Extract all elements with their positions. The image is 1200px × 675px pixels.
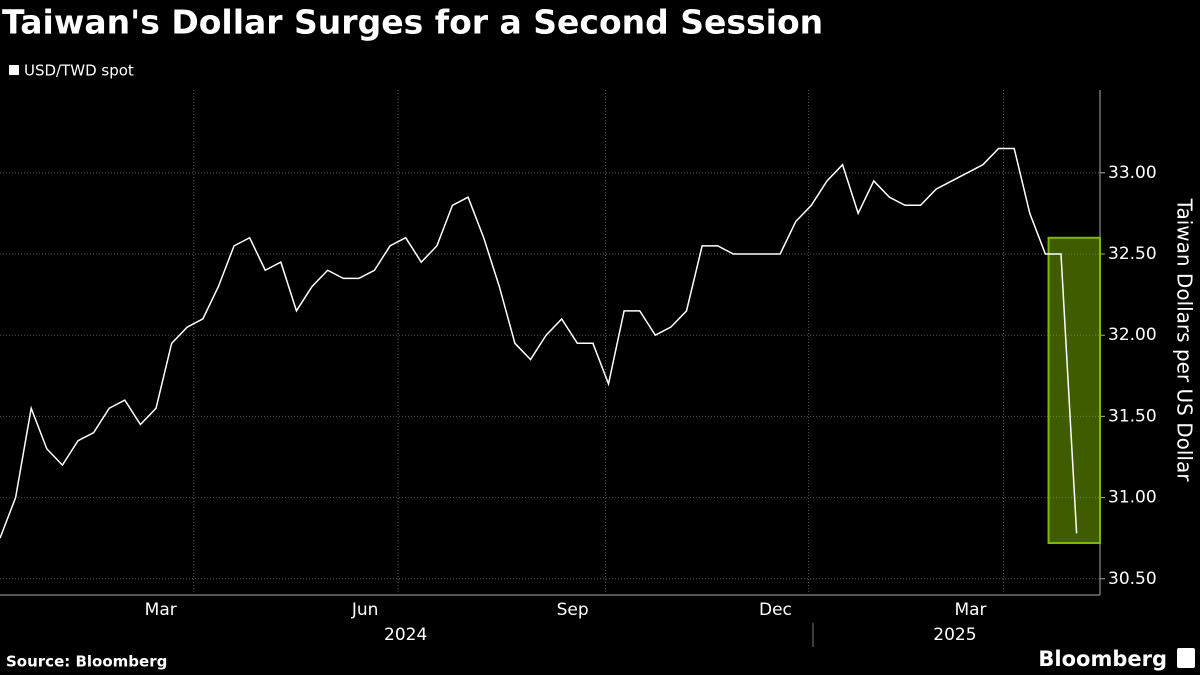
y-tick-label: 33.00 [1108, 163, 1157, 183]
y-tick-label: 32.50 [1108, 244, 1157, 264]
source: Source: Bloomberg [6, 653, 167, 671]
x-tick-label: Sep [557, 600, 589, 620]
y-tick-label: 30.50 [1108, 569, 1157, 589]
x-tick-label: Jun [351, 600, 379, 620]
y-tick-label: 31.50 [1108, 406, 1157, 426]
x-tick-label: Mar [954, 600, 986, 620]
y-axis-title: Taiwan Dollars per US Dollar [1173, 198, 1197, 483]
series-line [0, 147, 1078, 539]
year-label: 2024 [384, 625, 427, 645]
y-tick-label: 31.00 [1108, 488, 1157, 508]
x-tick-label: Dec [759, 600, 792, 620]
x-tick-label: Mar [145, 600, 177, 620]
brand: Bloomberg [1038, 647, 1167, 671]
legend-swatch [9, 65, 19, 75]
year-label: 2025 [933, 625, 976, 645]
y-tick-label: 32.00 [1108, 325, 1157, 345]
legend-label: USD/TWD spot [24, 62, 134, 80]
brand-icon [1177, 648, 1195, 668]
chart-title: Taiwan's Dollar Surges for a Second Sess… [2, 3, 823, 42]
